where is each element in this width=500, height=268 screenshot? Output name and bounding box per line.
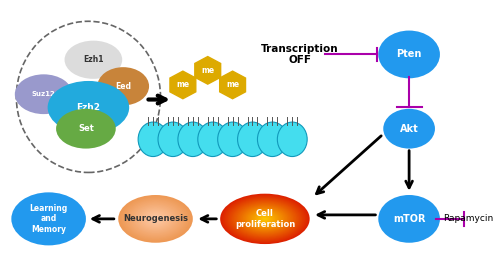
Ellipse shape (250, 210, 280, 227)
Ellipse shape (260, 216, 270, 221)
Ellipse shape (152, 217, 160, 221)
Ellipse shape (259, 215, 271, 222)
Ellipse shape (230, 200, 299, 238)
Ellipse shape (242, 206, 288, 232)
Ellipse shape (138, 208, 172, 230)
Ellipse shape (130, 202, 182, 236)
Ellipse shape (258, 122, 288, 157)
Ellipse shape (133, 204, 178, 233)
Ellipse shape (253, 212, 277, 226)
Text: Learning
and
Memory: Learning and Memory (30, 204, 68, 234)
Ellipse shape (248, 210, 282, 228)
Ellipse shape (241, 206, 289, 232)
Ellipse shape (56, 109, 116, 148)
Ellipse shape (98, 67, 149, 105)
Ellipse shape (254, 213, 276, 225)
Ellipse shape (226, 197, 304, 241)
Text: Set: Set (78, 124, 94, 133)
Ellipse shape (118, 195, 193, 243)
Text: Transcription
OFF: Transcription OFF (261, 44, 338, 65)
Text: Suz12: Suz12 (32, 91, 56, 97)
Ellipse shape (158, 122, 188, 157)
Text: me: me (226, 80, 239, 90)
Ellipse shape (244, 207, 286, 231)
Ellipse shape (150, 215, 161, 222)
Ellipse shape (378, 31, 440, 78)
Ellipse shape (198, 122, 228, 157)
Ellipse shape (220, 194, 310, 244)
Ellipse shape (232, 200, 298, 237)
Ellipse shape (120, 196, 191, 241)
Ellipse shape (264, 218, 266, 220)
Ellipse shape (146, 213, 165, 225)
Ellipse shape (222, 195, 308, 243)
Ellipse shape (178, 122, 208, 157)
Text: Ezh1: Ezh1 (83, 55, 103, 64)
Ellipse shape (223, 195, 306, 242)
Ellipse shape (135, 206, 176, 232)
Ellipse shape (142, 211, 169, 227)
Ellipse shape (228, 198, 302, 240)
Ellipse shape (124, 199, 187, 239)
Ellipse shape (154, 218, 158, 220)
Text: Akt: Akt (400, 124, 418, 134)
Ellipse shape (256, 214, 274, 224)
Ellipse shape (148, 214, 163, 224)
Ellipse shape (229, 199, 300, 239)
Ellipse shape (238, 204, 292, 234)
Ellipse shape (262, 217, 268, 221)
Text: Neurogenesis: Neurogenesis (123, 214, 188, 223)
Ellipse shape (238, 122, 268, 157)
Text: Cell
proliferation: Cell proliferation (235, 209, 295, 229)
Ellipse shape (144, 212, 167, 226)
Ellipse shape (236, 203, 294, 235)
Ellipse shape (378, 195, 440, 243)
Text: Ezh2: Ezh2 (76, 103, 100, 112)
Ellipse shape (278, 122, 307, 157)
Text: me: me (201, 66, 214, 75)
Ellipse shape (48, 81, 129, 134)
Ellipse shape (240, 204, 290, 233)
Ellipse shape (132, 203, 180, 234)
Text: Pten: Pten (396, 49, 422, 59)
Ellipse shape (15, 74, 72, 114)
Ellipse shape (137, 207, 174, 231)
Ellipse shape (64, 41, 122, 79)
Ellipse shape (218, 122, 248, 157)
Text: Rapamycin: Rapamycin (444, 214, 494, 223)
Ellipse shape (138, 122, 168, 157)
Polygon shape (170, 71, 196, 99)
Polygon shape (195, 57, 220, 84)
Text: Eed: Eed (115, 82, 131, 91)
Ellipse shape (12, 192, 86, 245)
Ellipse shape (140, 209, 170, 228)
Text: me: me (176, 80, 190, 90)
Ellipse shape (235, 202, 295, 236)
Ellipse shape (258, 215, 272, 223)
Ellipse shape (234, 201, 296, 236)
Ellipse shape (128, 201, 184, 237)
Polygon shape (220, 71, 246, 99)
Ellipse shape (384, 109, 435, 148)
Ellipse shape (246, 208, 284, 230)
Ellipse shape (252, 211, 278, 226)
Ellipse shape (126, 200, 186, 238)
Ellipse shape (224, 196, 305, 241)
Text: mTOR: mTOR (393, 214, 426, 224)
Ellipse shape (247, 209, 283, 229)
Ellipse shape (122, 198, 189, 240)
